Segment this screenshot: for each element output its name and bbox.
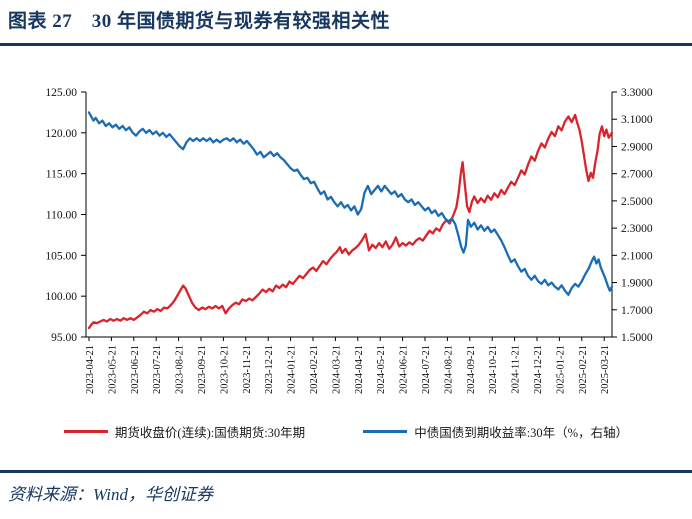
left-axis-tick-label: 110.00 [46,210,77,222]
right-axis-tick-label: 2.5000 [621,196,653,208]
x-axis-tick-label: 2023-07-21 [152,345,163,394]
x-axis-tick-label: 2024-11-21 [511,345,522,394]
x-axis-tick-label: 2024-09-21 [466,345,477,394]
right-axis-tick-label: 1.5000 [621,332,653,344]
left-axis-tick-label: 115.00 [46,169,77,181]
futures-series-line [87,113,614,330]
right-axis-tick-label: 2.3000 [621,223,653,235]
x-axis-tick-label: 2024-03-21 [331,345,342,394]
x-axis-tick-label: 2023-05-21 [107,345,118,394]
left-axis-tick-label: 100.00 [45,291,77,303]
figure-title: 图表 27 30 年国债期货与现券有较强相关性 [8,11,391,32]
x-axis-tick-label: 2024-04-21 [354,345,365,394]
right-axis-tick-label: 3.1000 [621,114,653,126]
x-axis-tick-label: 2024-10-21 [488,345,499,394]
title-divider [0,43,692,46]
x-axis-tick-label: 2023-08-21 [175,345,186,394]
futures-line-swatch [63,429,108,433]
chart-canvas: 125.00 120.00 115.00 110.00 105.00 100.00 95.0… [45,87,653,394]
x-axis-tick-label: 2024-08-21 [443,345,454,394]
left-axis-tick-label: 105.00 [45,250,77,262]
x-axis-tick-label: 2025-02-21 [578,345,589,394]
yield-legend-label: 中债国债到期收益率:30年（%，右轴） [414,425,629,440]
yield-line-swatch [363,429,408,433]
x-axis-tick-label: 2023-12-21 [264,345,275,394]
x-axis-tick-label: 2024-02-21 [309,345,320,394]
x-axis-tick-label: 2023-10-21 [219,345,230,394]
x-axis-tick-label: 2023-11-21 [242,345,253,394]
x-axis-tick-label: 2023-09-21 [197,345,208,394]
x-axis-tick-label: 2023-06-21 [130,345,141,394]
yield-series-line [87,111,614,296]
x-axis-tick-label: 2025-01-21 [555,345,566,394]
x-axis-tick-label: 2024-05-21 [376,345,387,394]
left-axis-tick-label: 120.00 [45,128,77,140]
footer-divider [0,470,692,473]
right-axis-tick-label: 3.3000 [621,87,653,99]
x-axis-tick-label: 2024-01-21 [287,345,298,394]
right-axis-tick-label: 2.9000 [621,141,653,153]
right-axis-tick-label: 1.9000 [621,278,653,290]
right-axis-tick-label: 2.7000 [621,169,653,181]
legend-item-yield: 中债国债到期收益率:30年（%，右轴） [363,422,628,441]
left-axis-tick-label: 125.00 [45,87,77,99]
right-axis-tick-label: 1.7000 [621,305,653,317]
chart-legend: 期货收盘价(连续):国债期货:30年期 中债国债到期收益率:30年（%，右轴） [0,422,692,440]
x-axis-tick-label: 2024-12-21 [533,345,544,394]
left-axis-tick-label: 95.00 [51,332,77,344]
right-axis-tick-label: 2.1000 [621,250,653,262]
legend-item-futures: 期货收盘价(连续):国债期货:30年期 [63,422,306,441]
futures-legend-label: 期货收盘价(连续):国债期货:30年期 [114,425,306,440]
source-note: 资料来源：Wind，华创证券 [8,485,213,504]
x-axis-tick-label: 2023-04-21 [85,345,96,394]
x-axis-tick-label: 2025-03-21 [600,345,611,394]
x-axis-tick-label: 2024-06-21 [399,345,410,394]
x-axis-tick-label: 2024-07-21 [421,345,432,394]
